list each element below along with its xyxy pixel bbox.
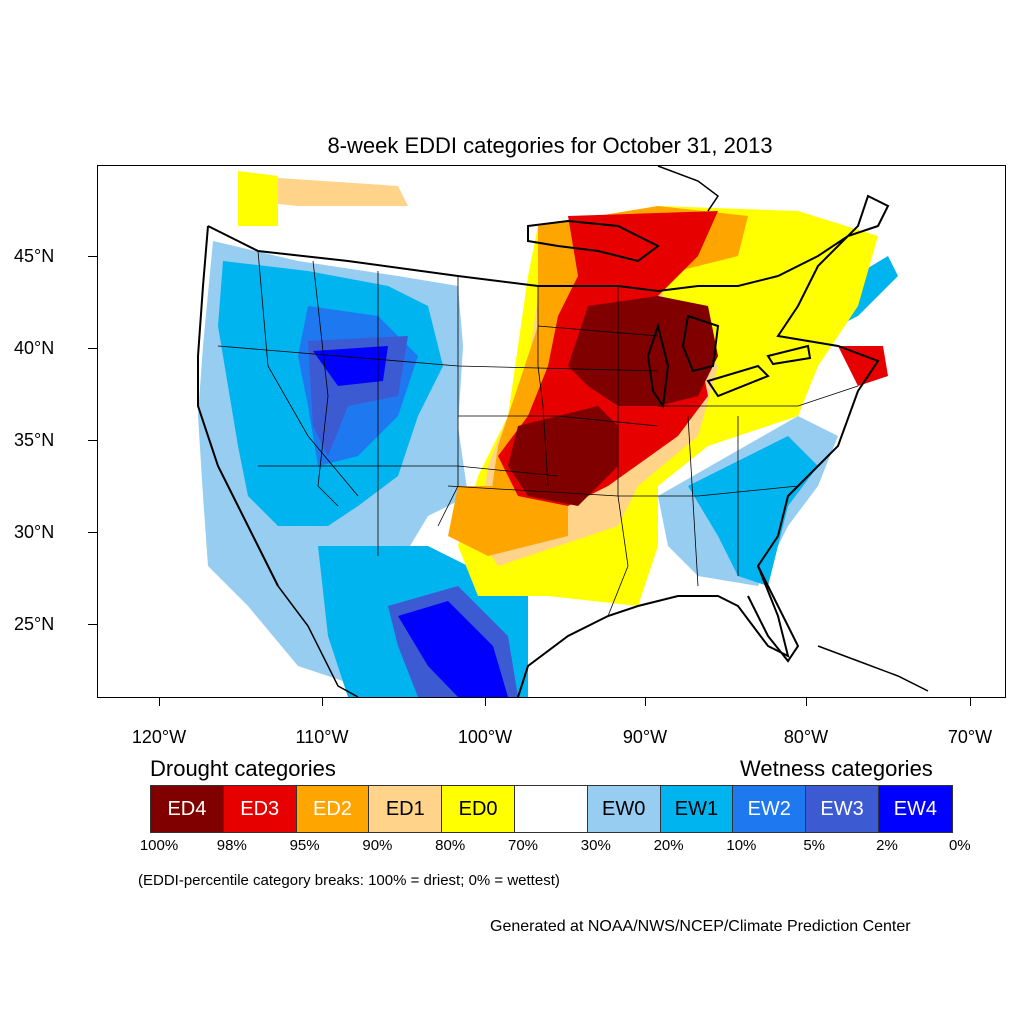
y-tick-label: 30°N [14, 522, 55, 542]
percentile-label: 80% [435, 837, 466, 854]
region-se-ew1 [688, 436, 818, 586]
y-tick-label: 40°N [14, 338, 55, 358]
caribbean [817, 645, 929, 692]
x-tick [485, 697, 486, 706]
percentile-label: 30% [580, 837, 611, 854]
y-tick [88, 348, 97, 349]
wetness-heading: Wetness categories [740, 756, 933, 781]
west-coast [197, 225, 279, 587]
eddi-map [97, 165, 1006, 698]
state-line-7 [258, 465, 559, 477]
region-top-ed0 [238, 171, 278, 226]
florida [747, 565, 800, 663]
hudson-bay-edge [657, 166, 720, 212]
mexico-coast [277, 585, 359, 697]
legend-box-ed1: ED1 [369, 786, 443, 832]
legend-box-ew0: EW0 [587, 786, 661, 832]
x-tick-label: 80°W [783, 727, 829, 747]
x-tick-label: 120°W [131, 727, 187, 747]
percentile-label: 0% [948, 837, 971, 854]
lake-huron [681, 314, 720, 373]
percentile-label: 95% [289, 837, 320, 854]
state-line-8 [447, 485, 799, 497]
region-ed2-sw [448, 486, 568, 556]
state-line-6 [217, 345, 659, 372]
x-tick-label: 70°W [947, 727, 993, 747]
percentile-label: 90% [362, 837, 393, 854]
percentile-label: 70% [507, 837, 539, 854]
drought-heading: Drought categories [150, 756, 336, 781]
y-tick [88, 256, 97, 257]
x-tick [159, 697, 160, 706]
legend-box-ew4: EW4 [878, 786, 952, 832]
legend-box-ed4: ED4 [151, 786, 224, 832]
map-title: 8-week EDDI categories for October 31, 2… [327, 133, 773, 158]
credit-line: Generated at NOAA/NWS/NCEP/Climate Predi… [490, 918, 911, 935]
x-tick-label: 90°W [622, 727, 668, 747]
category-legend: ED4 ED3 ED2 ED1 ED0 EW0 EW1 EW2 EW3 EW4 [150, 785, 953, 833]
boundaries [197, 166, 929, 697]
y-tick-label: 25°N [14, 614, 55, 634]
legend-box-ed2: ED2 [296, 786, 370, 832]
state-line-9 [607, 286, 629, 617]
y-tick-label: 35°N [14, 430, 55, 450]
state-line-14 [537, 325, 659, 337]
state-line-11 [658, 385, 859, 407]
legend-box-ed0: ED0 [442, 786, 515, 832]
percentile-label: 5% [803, 837, 826, 854]
region-ne-ed3 [838, 346, 888, 386]
percentile-label: 100% [139, 837, 179, 854]
lake-superior [527, 219, 660, 263]
us-outline [207, 194, 890, 697]
category-note: (EDDI-percentile category breaks: 100% =… [138, 872, 560, 889]
percentile-label: 2% [876, 837, 898, 854]
region-tx-ew4 [398, 601, 508, 697]
region-ed4-south [508, 406, 618, 506]
y-tick [88, 624, 97, 625]
lake-erie [706, 364, 770, 398]
x-tick-label: 110°W [295, 727, 349, 747]
x-tick [806, 697, 807, 706]
region-ed4-north [568, 296, 718, 406]
state-line-13 [458, 415, 659, 427]
x-tick [322, 697, 323, 706]
state-line-10 [687, 415, 699, 587]
lake-michigan [646, 322, 670, 409]
x-tick-label: 100°W [457, 727, 513, 747]
region-top-ed1 [248, 176, 408, 206]
y-tick-label: 45°N [14, 246, 55, 266]
percentile-label: 10% [726, 837, 757, 854]
category-fills [198, 171, 898, 697]
legend-box-ew2: EW2 [733, 786, 807, 832]
legend-box-ew1: EW1 [660, 786, 734, 832]
percentile-label: 20% [653, 837, 684, 854]
state-line-2 [312, 260, 339, 507]
map-canvas [197, 166, 929, 697]
region-core-ew4-1 [313, 346, 388, 386]
legend-box-ed3: ED3 [223, 786, 297, 832]
y-tick [88, 532, 97, 533]
lake-ontario [766, 344, 812, 366]
legend-box-ew3: EW3 [806, 786, 879, 832]
state-line-4 [437, 276, 459, 527]
y-tick [88, 440, 97, 441]
legend-box-neutral [514, 786, 588, 832]
x-tick [970, 697, 971, 706]
x-tick [645, 697, 646, 706]
percentile-label: 98% [216, 837, 247, 854]
